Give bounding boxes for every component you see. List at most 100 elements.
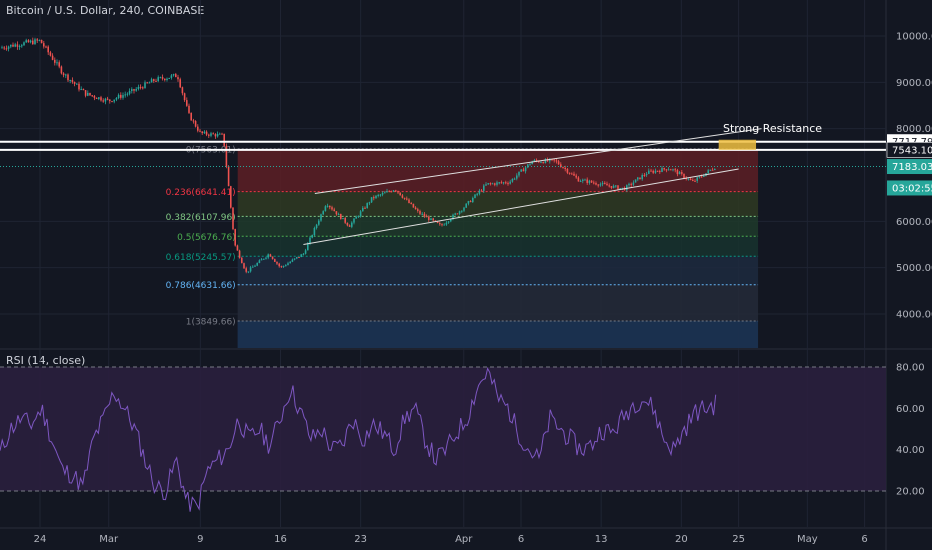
candle-body <box>388 191 390 193</box>
fib-level-label: 0.382(6107.96) <box>166 213 236 223</box>
price-marker-label: 03:02:55 <box>892 183 932 194</box>
candle-body <box>698 176 701 178</box>
fib-zone <box>237 148 759 192</box>
candle-body <box>183 93 186 101</box>
candle-body <box>166 78 168 81</box>
candle-body <box>223 133 225 146</box>
candle-body <box>428 216 430 221</box>
candle-body <box>335 211 338 215</box>
candle-body <box>10 44 12 47</box>
fib-level-label: 0.236(6641.41) <box>166 188 236 198</box>
candle-body <box>78 83 80 90</box>
candle-body <box>282 265 285 267</box>
candle-body <box>245 268 247 272</box>
candle-body <box>62 73 65 76</box>
candle-body <box>333 209 335 212</box>
candle-body <box>661 168 663 173</box>
resistance-zone <box>718 139 757 150</box>
candle-body <box>665 169 668 171</box>
channel-upper-line <box>314 128 762 195</box>
candle-body <box>667 169 670 171</box>
candle-body <box>87 92 89 96</box>
rsi-tick-label: 80.00 <box>896 363 925 374</box>
candle-body <box>175 74 177 78</box>
candle-body <box>472 197 474 203</box>
candle-body <box>601 182 604 185</box>
candle-body <box>168 77 170 79</box>
candle-body <box>494 183 496 185</box>
candle-body <box>320 214 322 221</box>
candle-body <box>379 194 382 196</box>
candle-body <box>285 265 287 267</box>
candle-body <box>89 92 91 96</box>
candle-body <box>324 206 327 212</box>
candle-body <box>313 227 316 236</box>
candle-body <box>595 183 597 185</box>
candle-body <box>606 183 608 186</box>
candle-body <box>126 93 129 95</box>
candle-body <box>164 78 166 81</box>
candle-body <box>571 173 573 175</box>
fib-zone <box>237 256 759 285</box>
candle-body <box>516 175 518 179</box>
overlays: Strong Resistance <box>0 122 886 245</box>
candle-body <box>124 94 126 96</box>
candle-body <box>307 243 309 251</box>
candle-body <box>38 39 41 41</box>
candle-body <box>135 89 137 91</box>
candle-body <box>47 46 49 53</box>
candle-body <box>18 46 21 48</box>
candle-body <box>1 47 3 49</box>
candle-body <box>137 86 140 90</box>
candle-body <box>538 160 540 163</box>
candle-body <box>342 218 344 220</box>
candle-body <box>608 185 610 187</box>
candle-body <box>221 133 223 135</box>
candle-body <box>703 175 705 177</box>
candle-body <box>465 203 467 208</box>
candle-body <box>34 39 36 45</box>
candle-body <box>274 259 276 262</box>
candle-body <box>230 186 232 208</box>
candle-body <box>21 45 23 47</box>
candle-body <box>203 131 206 134</box>
candle-body <box>579 181 582 183</box>
price-tick-label: 10000.00 <box>896 32 932 43</box>
candle-body <box>65 74 67 76</box>
candle-body <box>100 97 102 101</box>
candle-body <box>485 184 487 186</box>
price-tick-label: 6000.00 <box>896 217 932 228</box>
candle-body <box>329 205 331 208</box>
candle-body <box>67 74 69 81</box>
candle-body <box>278 263 280 267</box>
candle-body <box>483 185 485 191</box>
candle-body <box>304 250 307 254</box>
candle-body <box>599 184 602 186</box>
price-tick-label: 9000.00 <box>896 78 932 89</box>
candle-body <box>659 171 661 173</box>
price-marker-label: 7183.03 <box>892 162 932 173</box>
candle-body <box>362 207 364 212</box>
candle-body <box>293 258 296 260</box>
candle-body <box>507 183 509 185</box>
candle-body <box>564 167 566 170</box>
candle-body <box>597 184 599 186</box>
candle-body <box>421 213 423 215</box>
candle-body <box>566 169 569 173</box>
candle-body <box>628 183 630 186</box>
candle-body <box>71 80 74 82</box>
candle-body <box>337 213 340 215</box>
candle-body <box>280 266 283 268</box>
candle-body <box>496 182 498 185</box>
candle-body <box>133 89 135 91</box>
candle-body <box>216 133 219 137</box>
candle-body <box>208 134 210 136</box>
candle-body <box>489 183 492 185</box>
candle-body <box>139 86 142 88</box>
candle-body <box>469 201 472 203</box>
candle-body <box>511 178 514 182</box>
candle-body <box>179 79 181 88</box>
candle-body <box>707 170 709 174</box>
candle-body <box>128 91 131 94</box>
